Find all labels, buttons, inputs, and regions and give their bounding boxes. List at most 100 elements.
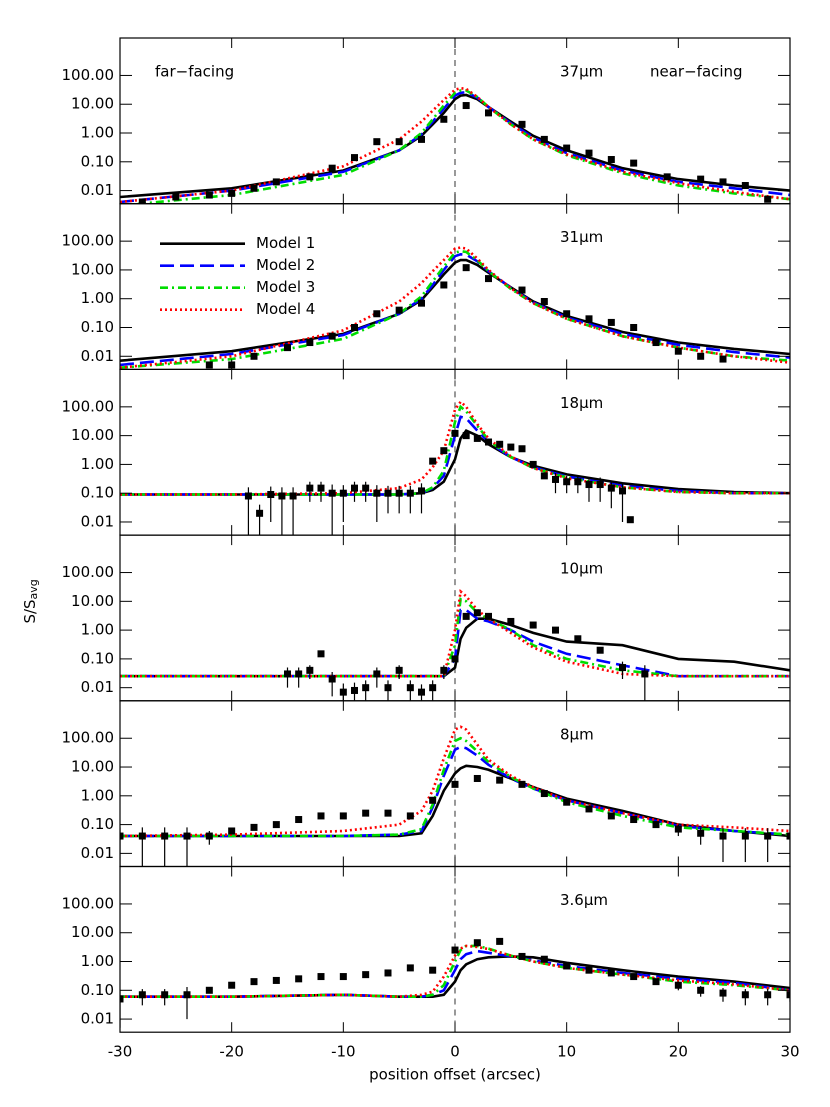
observed-point bbox=[317, 484, 325, 492]
observed-point bbox=[339, 489, 347, 497]
y-tick-label: 1.00 bbox=[81, 455, 114, 473]
observed-point bbox=[351, 686, 358, 694]
observed-point bbox=[440, 666, 448, 674]
x-tick-label: 20 bbox=[669, 1043, 688, 1061]
observed-point bbox=[244, 492, 252, 500]
legend-label: Model 2 bbox=[256, 256, 315, 274]
y-tick-label: 10.00 bbox=[71, 95, 114, 113]
y-tick-label: 1.00 bbox=[81, 289, 114, 307]
y-tick-label: 0.10 bbox=[81, 152, 114, 170]
observed-point bbox=[607, 484, 615, 492]
observed-point bbox=[596, 481, 604, 489]
observed-point bbox=[697, 175, 705, 183]
x-axis-label: position offset (arcsec) bbox=[369, 1066, 541, 1084]
observed-point bbox=[250, 978, 258, 986]
observed-point bbox=[585, 481, 593, 489]
y-tick-label: 0.10 bbox=[81, 649, 114, 667]
observed-point bbox=[764, 991, 772, 999]
panel-label: 37μm bbox=[560, 63, 603, 81]
observed-point bbox=[429, 796, 437, 804]
observed-point bbox=[440, 447, 448, 455]
observed-point bbox=[295, 975, 303, 983]
panel: 100.00 10.00 1.00 0.10 0.01 18μm bbox=[62, 368, 791, 536]
observed-point bbox=[384, 684, 392, 692]
observed-point bbox=[373, 670, 381, 678]
observed-point bbox=[306, 173, 314, 181]
observed-point bbox=[351, 323, 358, 331]
observed-point bbox=[764, 195, 772, 203]
panel-label: 18μm bbox=[560, 394, 603, 412]
x-tick-label: -20 bbox=[219, 1043, 244, 1061]
panel: 100.00 10.00 1.00 0.10 0.01 8μm bbox=[62, 700, 791, 868]
annotation: near−facing bbox=[650, 63, 743, 81]
observed-point bbox=[351, 154, 358, 162]
model-line bbox=[120, 955, 790, 998]
observed-point bbox=[440, 115, 448, 123]
observed-point bbox=[373, 310, 381, 318]
observed-point bbox=[719, 989, 727, 997]
observed-point bbox=[339, 973, 347, 981]
observed-point bbox=[574, 635, 582, 643]
observed-point bbox=[786, 991, 790, 999]
observed-point bbox=[228, 189, 236, 197]
observed-point bbox=[540, 298, 548, 306]
observed-point bbox=[205, 361, 213, 369]
observed-point bbox=[362, 971, 370, 979]
observed-point bbox=[183, 991, 191, 999]
observed-point bbox=[351, 484, 358, 492]
observed-point bbox=[607, 969, 615, 977]
observed-point bbox=[473, 939, 481, 947]
observed-point bbox=[384, 489, 392, 497]
observed-point bbox=[585, 805, 593, 813]
observed-point bbox=[362, 809, 370, 817]
y-tick-label: 100.00 bbox=[62, 729, 115, 747]
model-line bbox=[120, 949, 790, 998]
observed-point bbox=[518, 952, 526, 960]
observed-point bbox=[395, 666, 403, 674]
plot-area bbox=[120, 203, 790, 370]
observed-point bbox=[540, 955, 548, 963]
observed-point bbox=[741, 991, 749, 999]
observed-point bbox=[373, 138, 381, 146]
observed-point bbox=[540, 135, 548, 143]
observed-point bbox=[462, 432, 470, 440]
y-tick-label: 0.01 bbox=[81, 844, 114, 862]
observed-point bbox=[250, 184, 258, 192]
legend-label: Model 1 bbox=[256, 234, 315, 252]
y-tick-label: 100.00 bbox=[62, 894, 115, 912]
y-tick-label: 1.00 bbox=[81, 124, 114, 142]
x-tick-label: -30 bbox=[108, 1043, 133, 1061]
model-line bbox=[120, 252, 790, 367]
x-tick-label: 0 bbox=[450, 1043, 460, 1061]
observed-point bbox=[652, 339, 660, 347]
y-tick-label: 0.10 bbox=[81, 318, 114, 336]
observed-point bbox=[630, 159, 638, 167]
observed-point bbox=[418, 487, 425, 495]
observed-point bbox=[585, 315, 593, 323]
observed-point bbox=[451, 655, 459, 663]
observed-point bbox=[674, 825, 682, 833]
x-tick-label: 10 bbox=[557, 1043, 576, 1061]
y-tick-label: 1.00 bbox=[81, 786, 114, 804]
y-axis-label-main: S/S bbox=[21, 599, 39, 623]
observed-point bbox=[138, 832, 146, 840]
plot-area bbox=[120, 700, 790, 867]
y-tick-label: 10.00 bbox=[71, 426, 114, 444]
observed-point bbox=[719, 832, 727, 840]
y-tick-label: 10.00 bbox=[71, 592, 114, 610]
observed-point bbox=[630, 816, 638, 824]
observed-point bbox=[120, 995, 124, 1003]
observed-point bbox=[473, 609, 481, 617]
observed-point bbox=[384, 969, 392, 977]
model-line bbox=[120, 736, 790, 838]
observed-point bbox=[518, 445, 526, 453]
y-tick-label: 10.00 bbox=[71, 923, 114, 941]
observed-point bbox=[518, 286, 526, 294]
observed-point bbox=[485, 275, 492, 283]
observed-point bbox=[607, 812, 615, 820]
observed-point bbox=[228, 981, 236, 989]
model-line bbox=[120, 90, 790, 204]
observed-point bbox=[317, 812, 325, 820]
observed-point bbox=[485, 438, 492, 446]
